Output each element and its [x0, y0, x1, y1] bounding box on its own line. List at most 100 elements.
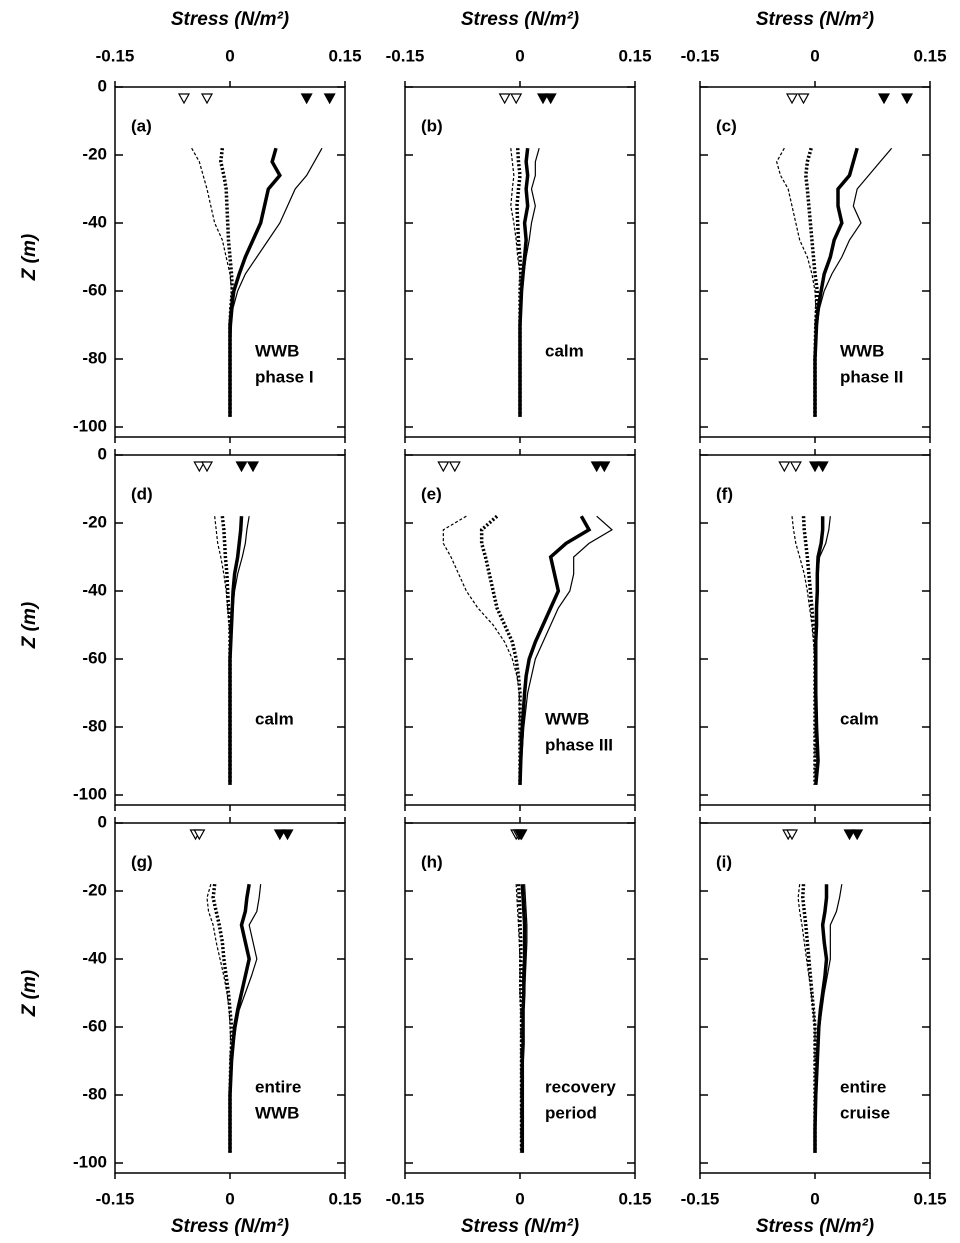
- y-tick-label: -80: [82, 716, 107, 735]
- x-tick-label: 0: [515, 46, 524, 65]
- open-marker: [797, 93, 810, 105]
- profile-line: [776, 147, 817, 417]
- profile-line: [515, 884, 522, 1153]
- panel: (f) calm: [699, 449, 931, 811]
- profile-line: [797, 884, 816, 1153]
- y-tick-label: -100: [73, 1152, 107, 1171]
- profile-line: [520, 884, 527, 1153]
- annotation: phase I: [255, 367, 314, 386]
- profile-line: [510, 148, 521, 417]
- filled-marker: [900, 93, 914, 105]
- filled-marker: [851, 829, 864, 841]
- annotation: calm: [545, 341, 584, 360]
- open-marker: [177, 93, 191, 105]
- x-axis-title: Stress (N/m²): [461, 1216, 579, 1237]
- annotation: WWB: [840, 341, 884, 360]
- profile-line: [515, 148, 523, 417]
- x-tick-label: 0: [810, 1189, 819, 1208]
- open-marker: [437, 461, 450, 473]
- profile-line: [214, 516, 231, 785]
- open-marker: [785, 829, 799, 841]
- filled-marker: [598, 461, 611, 473]
- annotation: period: [545, 1103, 597, 1122]
- x-tick-label: -0.15: [386, 1189, 425, 1208]
- profile-line: [211, 884, 234, 1153]
- x-tick-label: 0: [225, 1189, 234, 1208]
- y-tick-label: -40: [82, 212, 107, 231]
- filled-marker: [843, 829, 856, 841]
- open-marker: [498, 93, 511, 105]
- profile-line: [479, 514, 522, 785]
- x-tick-label: -0.15: [96, 1189, 135, 1208]
- profile-line: [800, 884, 817, 1153]
- annotation: WWB: [545, 709, 589, 728]
- filled-marker: [273, 829, 286, 841]
- profile-line: [206, 884, 232, 1153]
- x-axis-title: Stress (N/m²): [756, 9, 874, 30]
- panel-label: (c): [716, 116, 737, 135]
- x-axis-title: Stress (N/m²): [171, 9, 289, 30]
- x-tick-label: 0.15: [913, 46, 946, 65]
- x-tick-label: 0: [225, 46, 234, 65]
- annotation: phase III: [545, 735, 613, 754]
- profile-line: [801, 516, 817, 785]
- filled-marker: [808, 461, 822, 473]
- panel-label: (f): [716, 484, 733, 503]
- panel-label: (i): [716, 852, 732, 871]
- panel-label: (e): [421, 484, 442, 503]
- open-marker: [200, 461, 214, 473]
- open-marker: [510, 93, 523, 105]
- y-tick-label: -100: [73, 416, 107, 435]
- x-tick-label: 0.15: [618, 46, 651, 65]
- panel: -100 -80 -60 -40 -20 0 (d) calm Z (m): [19, 444, 346, 811]
- profile-line: [220, 516, 232, 785]
- panel-label: (d): [131, 484, 153, 503]
- panel-label: (b): [421, 116, 443, 135]
- x-axis-title: Stress (N/m²): [461, 9, 579, 30]
- open-marker: [785, 93, 799, 105]
- profile-line: [516, 884, 524, 1153]
- y-tick-label: -20: [82, 512, 107, 531]
- x-tick-label: 0.15: [913, 1189, 946, 1208]
- y-tick-label: -80: [82, 1084, 107, 1103]
- y-tick-label: -20: [82, 880, 107, 899]
- annotation: WWB: [255, 341, 299, 360]
- filled-marker: [281, 829, 294, 841]
- panel: -0.15 0 0.15 (h) recovery period Stress (N/m²): [386, 817, 652, 1237]
- y-tick-label: -60: [82, 1016, 107, 1035]
- x-axis-title: Stress (N/m²): [171, 1216, 289, 1237]
- filled-marker: [246, 461, 260, 473]
- filled-marker: [515, 829, 528, 841]
- filled-marker: [536, 93, 550, 105]
- annotation: phase II: [840, 367, 903, 386]
- profile-line: [791, 516, 816, 785]
- annotation: recovery: [545, 1077, 616, 1096]
- x-tick-label: 0: [810, 46, 819, 65]
- y-tick-label: -100: [73, 784, 107, 803]
- filled-marker: [323, 93, 336, 105]
- filled-marker: [235, 461, 248, 473]
- panel: (e) WWB phase III: [404, 449, 636, 811]
- y-tick-label: -80: [82, 348, 107, 367]
- y-tick-label: -40: [82, 580, 107, 599]
- y-tick-label: 0: [98, 444, 107, 463]
- annotation: entire: [840, 1077, 886, 1096]
- x-tick-label: -0.15: [681, 1189, 720, 1208]
- open-marker: [789, 461, 802, 473]
- profile-line: [518, 515, 592, 785]
- panel-label: (g): [131, 852, 153, 871]
- panel: -0.15 0 0.15 (c) WWB phase II Stress (N/m²): [681, 9, 947, 443]
- y-axis-title: Z (m): [19, 602, 40, 649]
- profile-line: [519, 515, 614, 785]
- filled-marker: [300, 93, 313, 105]
- panel-label: (a): [131, 116, 152, 135]
- filled-marker: [816, 461, 829, 473]
- x-tick-label: -0.15: [386, 46, 425, 65]
- annotation: calm: [840, 709, 879, 728]
- y-axis-title: Z (m): [19, 970, 40, 1017]
- annotation: entire: [255, 1077, 301, 1096]
- filled-marker: [544, 93, 557, 105]
- profile-line: [191, 147, 233, 417]
- x-tick-label: 0.15: [328, 1189, 361, 1208]
